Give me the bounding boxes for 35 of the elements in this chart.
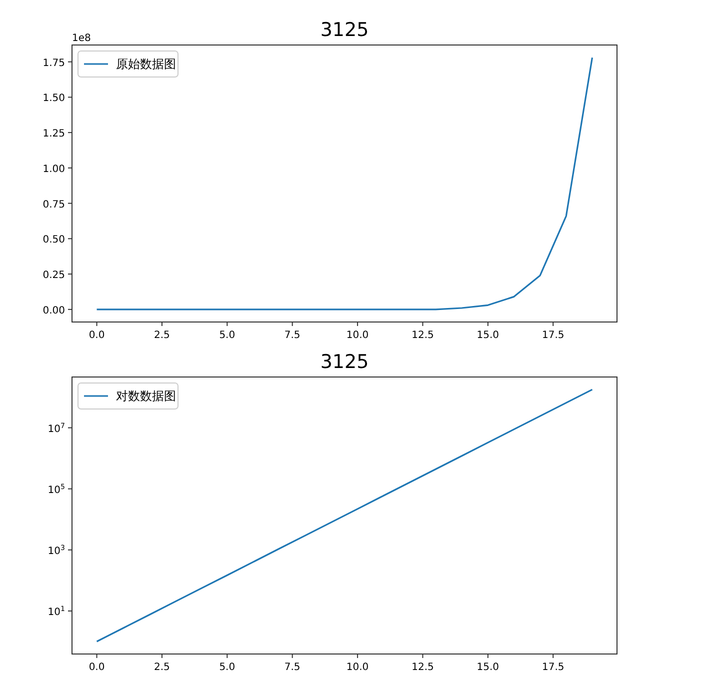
y-tick-label: 1.50 [42, 93, 65, 104]
line-series [96, 388, 594, 642]
x-tick-label: 12.5 [412, 330, 434, 341]
chart-title: 3125 [320, 19, 369, 41]
y-tick-label: 10$^{5}$ [48, 482, 65, 496]
x-tick-label: 17.5 [542, 662, 564, 673]
x-tick-label: 15.0 [476, 662, 500, 673]
x-tick-label: 2.5 [154, 662, 170, 673]
y-tick-label: 1.25 [42, 128, 65, 140]
y-tick-label: 0.50 [42, 234, 65, 246]
x-tick-label: 10.0 [346, 330, 369, 341]
line-series [96, 56, 594, 310]
y-tick-label: 0.25 [42, 270, 65, 282]
x-tick-label: 7.5 [284, 662, 300, 673]
y-tick-label: 10$^{7}$ [48, 422, 65, 435]
x-tick-label: 12.5 [412, 662, 434, 673]
x-tick-label: 0.0 [88, 330, 105, 341]
x-tick-label: 10.0 [346, 662, 369, 673]
text: 1e8 [72, 33, 91, 44]
x-tick-label: 0.0 [88, 662, 105, 673]
y-tick-label: 0.75 [42, 199, 65, 210]
chart-title: 3125 [320, 351, 369, 373]
x-tick-label: 5.0 [219, 330, 236, 341]
legend-label: 对数数据图 [116, 389, 176, 403]
x-tick-label: 15.0 [476, 330, 500, 341]
y-tick-label: 1.75 [42, 58, 65, 69]
legend-label: 原始数据图 [116, 57, 176, 71]
y-tick-label: 10$^{1}$ [48, 604, 65, 618]
x-tick-label: 17.5 [542, 330, 564, 341]
y-tick-label: 1.00 [42, 164, 65, 175]
y-tick-label: 0.00 [42, 305, 65, 316]
x-tick-label: 5.0 [219, 662, 236, 673]
x-tick-label: 2.5 [154, 330, 170, 341]
x-tick-label: 7.5 [284, 330, 300, 341]
y-tick-label: 10$^{3}$ [48, 544, 65, 557]
